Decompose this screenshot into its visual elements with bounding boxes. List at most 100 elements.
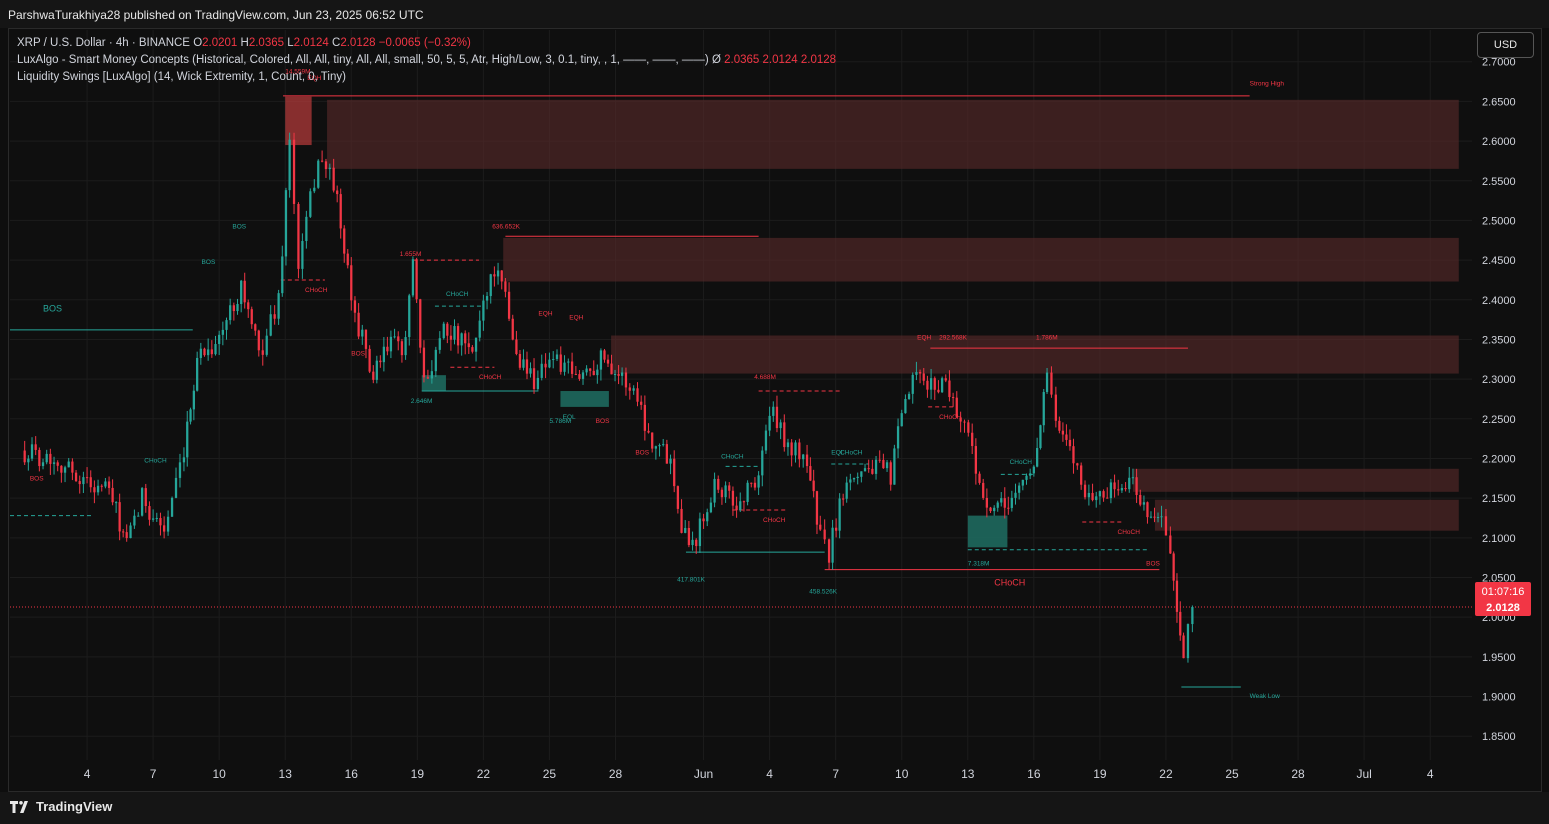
- brand-name: TradingView: [36, 799, 113, 814]
- time-tick-label: 4: [84, 767, 91, 781]
- candle: [96, 479, 100, 496]
- candle-body: [336, 190, 339, 195]
- time-tick-label: 10: [212, 767, 226, 781]
- candle: [122, 529, 125, 538]
- price-tick-label: 2.3000: [1482, 374, 1516, 386]
- candle: [1087, 484, 1091, 506]
- candle: [889, 460, 892, 491]
- candle: [301, 233, 304, 279]
- candle: [684, 520, 687, 534]
- candle-body: [1072, 446, 1075, 464]
- candle: [815, 490, 819, 535]
- candle-body: [1065, 434, 1068, 440]
- candle-body: [896, 426, 900, 449]
- candle: [929, 368, 933, 400]
- candle-body: [118, 502, 121, 532]
- candle: [1124, 482, 1127, 492]
- candle-body: [982, 482, 985, 498]
- candle: [695, 538, 698, 554]
- indicator-liquidity-label[interactable]: Liquidity Swings [LuxAlgo] (14, Wick Ext…: [17, 71, 346, 83]
- price-tick-label: 2.7000: [1482, 57, 1516, 69]
- candle: [1042, 389, 1045, 433]
- candle-body: [277, 293, 280, 319]
- candle-body: [951, 397, 955, 399]
- candle: [802, 453, 805, 468]
- indicator-smc-value-1: 2.0365: [724, 54, 760, 66]
- candle-body: [731, 490, 735, 506]
- candle-body: [578, 374, 581, 379]
- candle: [199, 342, 202, 365]
- candle: [578, 370, 581, 381]
- tradingview-logo[interactable]: TradingView: [10, 799, 112, 814]
- candle-body: [885, 462, 889, 469]
- candle: [1191, 605, 1194, 633]
- candle: [728, 482, 731, 499]
- candle: [38, 447, 41, 472]
- candle: [779, 419, 782, 440]
- candle-body: [400, 341, 404, 356]
- annotation-label: CHoCH: [1010, 459, 1033, 466]
- candle: [599, 348, 603, 381]
- candle-body: [933, 378, 936, 390]
- candle: [82, 471, 85, 494]
- candle-body: [346, 253, 349, 266]
- candle: [467, 332, 470, 354]
- candle: [114, 501, 118, 513]
- candle-body: [93, 487, 96, 493]
- candle: [907, 391, 911, 400]
- candle-body: [178, 462, 182, 478]
- candle: [1065, 424, 1068, 446]
- candle-body: [809, 466, 812, 481]
- candle-body: [104, 481, 107, 487]
- candle-body: [63, 467, 67, 473]
- time-tick-label: 28: [609, 767, 623, 781]
- candle: [353, 296, 357, 323]
- candle-body: [636, 388, 639, 402]
- candle: [585, 365, 588, 376]
- candle: [309, 188, 312, 218]
- legend-indicator-liquidity[interactable]: Liquidity Swings [LuxAlgo] (14, Wick Ext…: [17, 69, 836, 86]
- time-tick-label: 19: [1093, 767, 1107, 781]
- candle-body: [993, 507, 996, 512]
- candle-body: [669, 458, 672, 464]
- candle: [860, 471, 863, 483]
- symbol-label[interactable]: XRP / U.S. Dollar · 4h · BINANCE: [17, 37, 190, 49]
- candle-body: [85, 477, 89, 479]
- candle-body: [860, 471, 863, 477]
- candle: [665, 439, 669, 464]
- candle-body: [269, 314, 272, 336]
- candle: [1029, 468, 1032, 480]
- price-tick-label: 2.5500: [1482, 176, 1516, 188]
- candle: [617, 365, 620, 385]
- candle: [852, 477, 856, 483]
- currency-button[interactable]: USD: [1477, 32, 1534, 58]
- candle: [1068, 429, 1072, 451]
- candle-body: [567, 361, 570, 363]
- indicator-smc-label[interactable]: LuxAlgo - Smart Money Concepts (Historic…: [17, 54, 709, 66]
- candle-body: [297, 203, 300, 269]
- candle: [555, 349, 559, 362]
- legend-symbol-row[interactable]: XRP / U.S. Dollar · 4h · BINANCE O2.0201…: [17, 35, 836, 52]
- candle-body: [654, 446, 658, 449]
- candle: [1007, 496, 1010, 515]
- candle: [186, 410, 189, 467]
- candle: [1061, 422, 1065, 442]
- legend-indicator-smc[interactable]: LuxAlgo - Smart Money Concepts (Historic…: [17, 52, 836, 69]
- candle-body: [34, 444, 37, 450]
- candle-body: [1164, 516, 1168, 536]
- candle: [189, 407, 192, 425]
- candle: [1072, 438, 1075, 474]
- annotation-label: BOS: [232, 223, 246, 230]
- candle-body: [232, 305, 235, 312]
- candle-body: [596, 369, 599, 376]
- candle-body: [911, 374, 914, 394]
- annotation-label: 7.318M: [968, 561, 990, 568]
- time-tick-label: 28: [1291, 767, 1305, 781]
- candle: [250, 306, 253, 329]
- candle-body: [698, 518, 702, 547]
- time-axis: 4 7 10 13 16 19 22 25 28 Jun 4 7 10 13 16 19 22 25 28 Jul 4: [84, 767, 1434, 781]
- candle: [74, 470, 78, 482]
- candle: [236, 298, 239, 315]
- demand-zone: [967, 515, 1008, 548]
